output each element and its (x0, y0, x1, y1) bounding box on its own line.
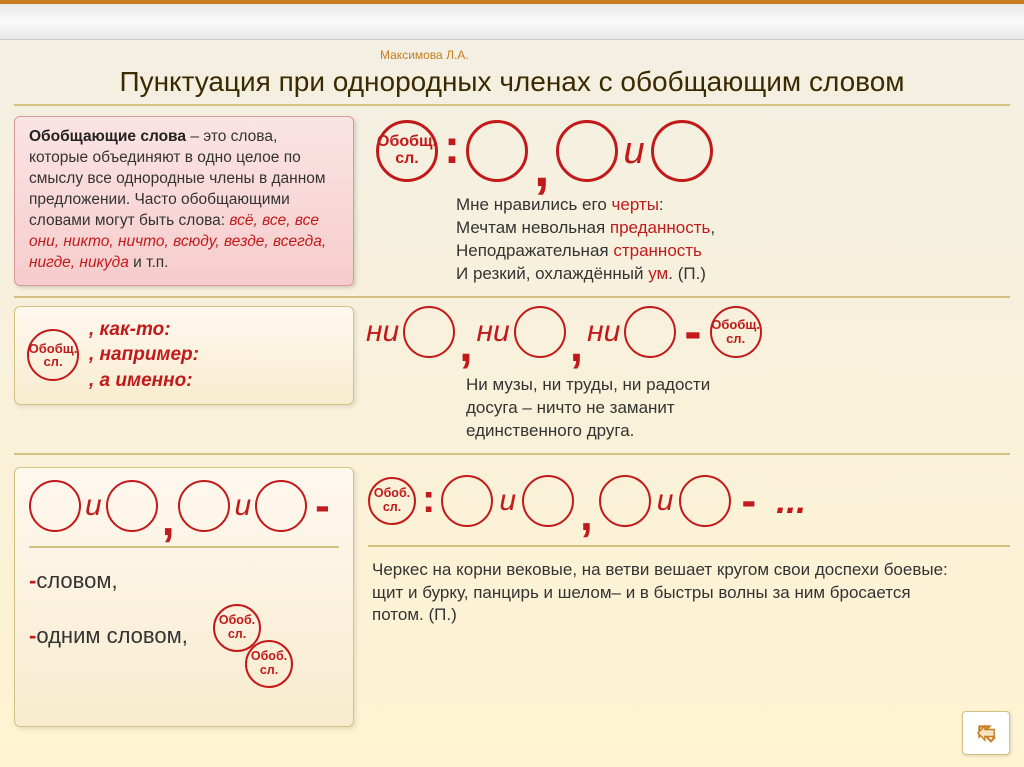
ex1-l2red: преданность (610, 218, 711, 237)
schema-2: ни , ни , ни - Обобщ. сл. (366, 306, 1010, 358)
divider-2 (14, 453, 1010, 455)
bottom-right: Обоб. сл. : и , и - ... Черкес на корни … (368, 467, 1010, 727)
ex1-l4red: ум (648, 264, 668, 283)
generalizing-circle: Обобщ. сл. (27, 329, 79, 381)
row-3: и , и - - словом, - одним словом, Обоб. сл… (14, 467, 1010, 727)
intro-c: , а именно: (89, 368, 199, 394)
bottom-left-panel: и , и - -словом, -одним словом, Обоб. сл… (14, 467, 354, 727)
member-circle (106, 480, 158, 532)
introducers-panel: Обобщ. сл. , как-то: , например: , а име… (14, 306, 354, 405)
generalizing-circle: Обобщ. сл. (710, 306, 762, 358)
ex2-l2b: не заманит (581, 398, 674, 417)
intro-b: , например: (89, 342, 199, 368)
schema-1: Обобщ. сл. : , и Мне нравились его черты… (368, 116, 1010, 286)
dash-symbol: - (684, 306, 701, 358)
definition-box: Обобщающие слова – это слова, которые об… (14, 116, 354, 286)
conjunction-i: и (234, 489, 251, 523)
ex2-l2a: досуга – (466, 398, 537, 417)
member-circle (679, 475, 731, 527)
ex1-l4b: . (П.) (668, 264, 706, 283)
divider-3 (368, 545, 1010, 547)
colon-symbol: : (422, 479, 435, 519)
author-label: Максимова Л.А. (380, 48, 469, 62)
row-2: Обобщ. сл. , как-то: , например: , а име… (14, 306, 1010, 443)
ex1-l2a: Мечтам невольная (456, 218, 610, 237)
member-circle (178, 480, 230, 532)
member-circle (466, 120, 528, 182)
ob-label: Обоб. сл. (374, 487, 410, 513)
overlap-circles: Обоб. сл. Обоб. сл. (183, 604, 323, 704)
generalizing-circle-small: Обоб. сл. (368, 477, 416, 525)
schema-4: Обоб. сл. : и , и - ... (368, 475, 1010, 527)
ex1-l4a: И резкий, охлаждённый (456, 264, 648, 283)
divider-inner (29, 546, 339, 548)
back-arrow-icon (972, 719, 1000, 747)
introducer-words: , как-то: , например: , а именно: (89, 317, 199, 394)
dash-symbol: - (315, 484, 330, 528)
conjunction-i: и (624, 130, 645, 173)
member-circle (522, 475, 574, 527)
member-circle (441, 475, 493, 527)
schema-2-wrap: ни , ни , ни - Обобщ. сл. Ни музы, ни тр… (366, 306, 1010, 443)
member-circle (29, 480, 81, 532)
ex1-l2b: , (710, 218, 715, 237)
member-circle (403, 306, 455, 358)
row-1: Обобщающие слова – это слова, которые об… (14, 116, 1010, 286)
wn-a: словом, (36, 568, 117, 593)
generalizing-label: Обобщ. сл. (29, 342, 78, 369)
conjunction-ni: ни (587, 315, 620, 349)
page-title: Пунктуация при однородных членах с обобщ… (14, 66, 1010, 98)
dash-symbol: - (741, 479, 756, 523)
ex1-l1red: черты (612, 195, 659, 214)
ex2-l2red: ничто (537, 398, 582, 417)
slide-body: Максимова Л.А. Пунктуация при однородных… (0, 40, 1024, 767)
ex2-l1: Ни музы, ни труды, ни радости (466, 374, 1010, 397)
intro-a: , как-то: (89, 317, 199, 343)
slide-frame: Максимова Л.А. Пунктуация при однородных… (0, 0, 1024, 767)
example-1: Мне нравились его черты: Мечтам невольна… (456, 194, 1002, 286)
generalizing-circle: Обобщ. сл. (376, 120, 438, 182)
conjunction-i: и (85, 489, 102, 523)
generalizing-label: Обобщ. сл. (711, 318, 760, 345)
schema-1-line: Обобщ. сл. : , и (376, 120, 1002, 182)
schema-3: и , и - (29, 480, 339, 532)
ex2-l3: единственного друга. (466, 420, 1010, 443)
conjunction-ni: ни (366, 315, 399, 349)
member-circle (556, 120, 618, 182)
ex1-l1b: : (659, 195, 664, 214)
conjunction-ni: ни (477, 315, 510, 349)
window-top-bar (0, 0, 1024, 40)
member-circle (651, 120, 713, 182)
title-rule (14, 104, 1010, 106)
wn-b: одним словом, (36, 623, 188, 648)
member-circle (255, 480, 307, 532)
member-circle (514, 306, 566, 358)
member-circle (624, 306, 676, 358)
conjunction-i: и (499, 484, 516, 518)
ex1-l3red: странность (613, 241, 702, 260)
ob-label: Обоб. сл. (251, 650, 287, 676)
generalizing-label: Обобщ. сл. (377, 134, 437, 168)
example-3: Черкес на корни вековые, на ветви вешает… (372, 559, 952, 628)
colon-symbol: : (444, 124, 460, 172)
example-2: Ни музы, ни труды, ни радости досуга – н… (466, 374, 1010, 443)
ellipsis-symbol: ... (776, 480, 806, 522)
ob-label: Обоб. сл. (219, 614, 255, 640)
divider-1 (14, 296, 1010, 298)
conjunction-i: и (657, 484, 674, 518)
definition-text-2: и т.п. (129, 254, 169, 271)
definition-term: Обобщающие слова (29, 128, 186, 145)
ex1-l3a: Неподражательная (456, 241, 613, 260)
member-circle (599, 475, 651, 527)
back-button[interactable] (962, 711, 1010, 755)
generalizing-circle-small: Обоб. сл. (245, 640, 293, 688)
